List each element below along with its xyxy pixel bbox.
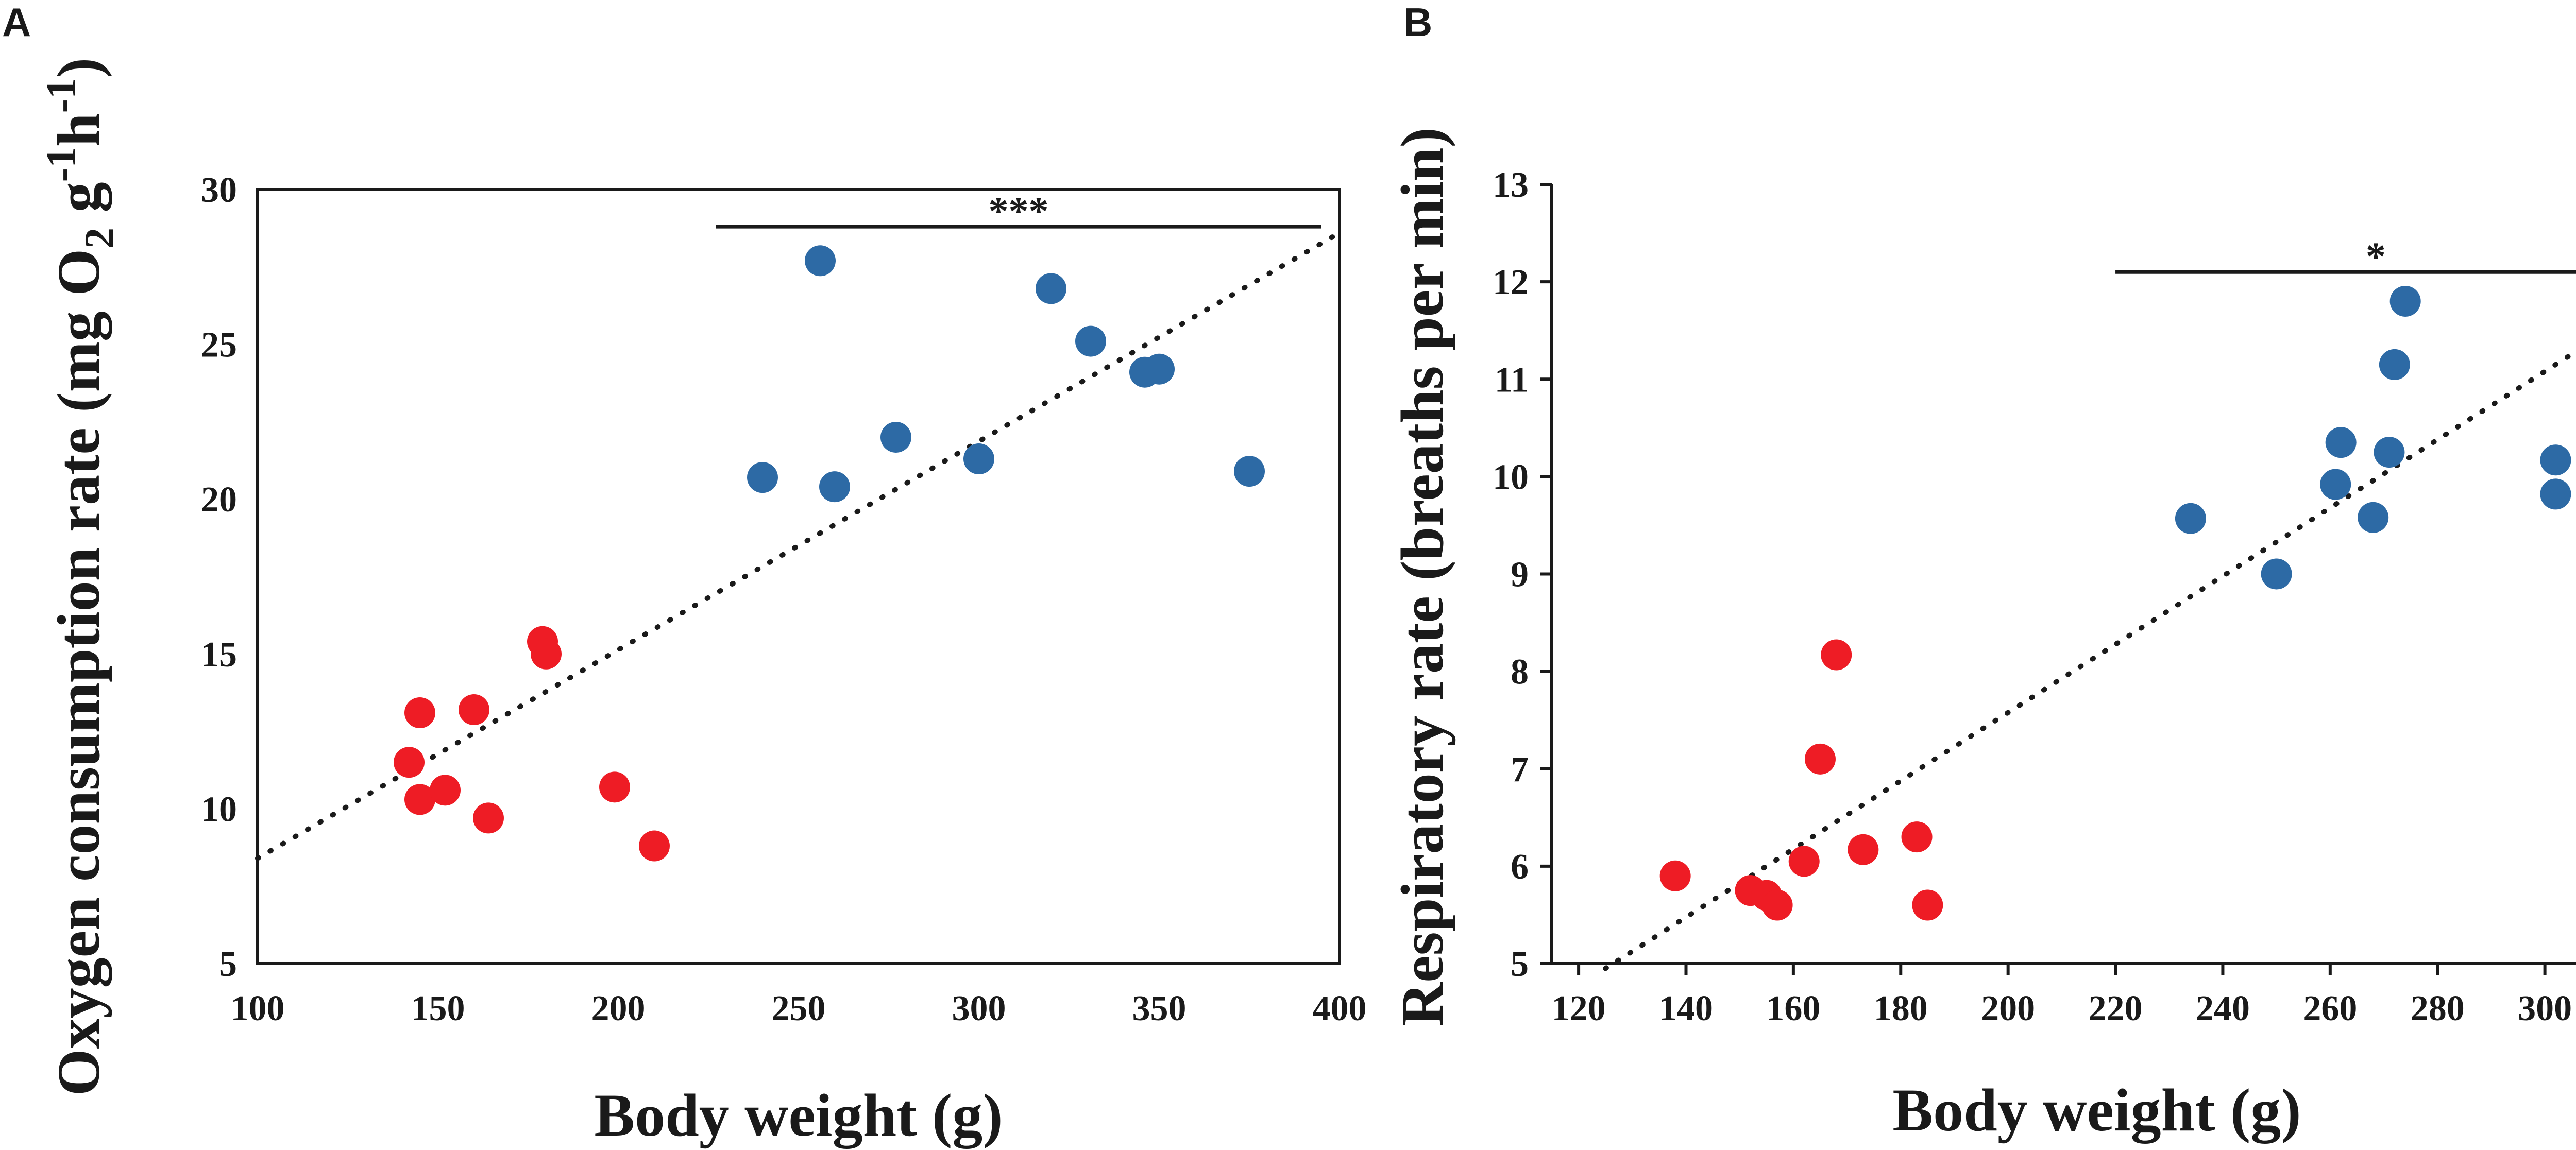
- panel-a-x-tick-label: 300: [952, 989, 1006, 1028]
- panel-a-y-tick-label: 25: [201, 325, 237, 365]
- panel-b-x-axis-title: Body weight (g): [1892, 1076, 2301, 1144]
- panel-b-x-tick-label: 220: [2089, 989, 2143, 1028]
- panel-b-point-large: [2540, 478, 2571, 510]
- panel-a-point-small: [639, 830, 670, 862]
- panel-a-point-small: [459, 694, 489, 726]
- panel-b-y-tick-label: 7: [1511, 750, 1529, 789]
- panel-b-point-large: [2374, 437, 2405, 468]
- panel-b-letter: B: [1403, 0, 1432, 45]
- panel-a-x-tick-label: 250: [772, 989, 826, 1028]
- panel-a-y-tick-label: 15: [201, 635, 237, 675]
- panel-a-y-axis-title-close: ): [45, 58, 112, 78]
- panel-b-x-tick-label: 180: [1874, 989, 1928, 1028]
- panel-b-x-tick-label: 240: [2196, 989, 2250, 1028]
- panel-a-point-large: [1075, 325, 1106, 357]
- panel-a-point-small: [404, 784, 435, 815]
- panel-b-y-tick-label: 10: [1493, 457, 1529, 497]
- panel-b-y-tick-label: 11: [1495, 360, 1529, 400]
- panel-b-x-tick-label: 140: [1659, 989, 1713, 1028]
- panel-a-x-tick-label: 400: [1313, 989, 1367, 1028]
- panel-a-point-small: [430, 775, 461, 806]
- panel-a-point-small: [473, 802, 504, 834]
- panel-b-point-small: [1804, 743, 1836, 775]
- panel-a-point-large: [1036, 273, 1066, 304]
- panel-b-y-axis-title: Respiratory rate (breaths per min): [1388, 127, 1456, 1026]
- panel-a-trendline: [255, 230, 1342, 861]
- panel-a-plot-frame: [256, 188, 1341, 965]
- panel-b-point-large: [2540, 444, 2571, 476]
- panel-a-point-small: [394, 747, 425, 778]
- panel-b-points: [1659, 285, 2571, 921]
- panel-b-x-tick-label: 200: [1981, 989, 2035, 1028]
- panel-a-x-axis-title: Body weight (g): [594, 1082, 1003, 1149]
- panel-a-point-small: [531, 638, 562, 670]
- panel-a-x-tick-label: 200: [591, 989, 646, 1028]
- panel-b-x-tick-label: 160: [1766, 989, 1820, 1028]
- panel-a-y-axis-title-g: g: [45, 182, 112, 228]
- panel-a-x-ticks: 100 150 200 250 300 350 400: [231, 989, 1367, 1028]
- panel-b-y-tick-label: 6: [1511, 847, 1529, 887]
- panel-a-y-axis-title: Oxygen consumption rate (mg O2 g-1h-1): [38, 58, 123, 1096]
- panel-a-y-tick-label: 20: [201, 480, 237, 520]
- panel-a-y-axis-title-superscript-1: -1: [38, 147, 84, 182]
- panel-b-point-large: [2379, 349, 2410, 380]
- panel-b-x-tick-label: 260: [2303, 989, 2357, 1028]
- panel-a-y-ticks: 5 10 15 20 25 30: [201, 170, 237, 984]
- panel-b-point-large: [2325, 427, 2357, 458]
- panel-a-point-large: [963, 443, 994, 475]
- panel-a-y-axis-title-superscript-2: -1: [38, 78, 84, 113]
- panel-b-significance-label: *: [2366, 234, 2386, 279]
- panel-a-significance-label: ***: [989, 188, 1049, 233]
- panel-a-point-large: [880, 421, 911, 453]
- panel-b-y-tick-label: 12: [1493, 263, 1529, 302]
- panel-b-point-small: [1761, 889, 1793, 921]
- panel-b-point-large: [2358, 502, 2389, 533]
- panel-a-y-tick-label: 5: [219, 945, 237, 984]
- panel-b-x-tick-label: 300: [2518, 989, 2572, 1028]
- panel-b-y-ticks: 5 6 7 8 9 10 11 12 13: [1493, 165, 1552, 984]
- panel-a-x-tick-label: 350: [1132, 989, 1187, 1028]
- panel-b-point-small: [1901, 821, 1933, 853]
- panel-b-x-tick-label: 120: [1552, 989, 1606, 1028]
- panel-b: B 5 6 7 8 9 10 11 12 13 120 140 160 180 200 220 240 260…: [1388, 0, 2576, 1144]
- panel-a-point-large: [805, 245, 836, 277]
- panel-b-point-small: [1912, 889, 1943, 921]
- panel-b-y-tick-label: 13: [1493, 165, 1529, 205]
- panel-a-letter: A: [2, 0, 31, 45]
- panel-a-x-tick-label: 100: [231, 989, 285, 1028]
- panel-a-point-large: [1144, 353, 1175, 385]
- panel-a-y-axis-title-main: Oxygen consumption rate (mg O: [45, 249, 112, 1096]
- panel-b-point-large: [2320, 469, 2351, 500]
- panel-b-point-small: [1659, 860, 1691, 891]
- panel-a-point-small: [404, 697, 435, 729]
- panel-b-trendline: [1603, 348, 2576, 971]
- panel-a-point-small: [599, 771, 630, 803]
- panel-b-point-small: [1788, 846, 1820, 877]
- panel-b-axes: [1550, 184, 2576, 965]
- panel-a-points: [394, 245, 1265, 862]
- panel-a-y-tick-label: 10: [201, 789, 237, 829]
- panel-b-point-small: [1821, 639, 1852, 671]
- panel-b-point-large: [2261, 558, 2292, 590]
- panel-b-point-large: [2175, 503, 2206, 534]
- panel-a-x-tick-label: 150: [411, 989, 465, 1028]
- panel-b-x-tick-label: 280: [2411, 989, 2465, 1028]
- panel-b-point-small: [1848, 834, 1879, 865]
- panel-a-point-large: [1234, 456, 1265, 487]
- panel-b-point-large: [2389, 285, 2421, 317]
- panel-a-y-axis-title-subscript: 2: [76, 228, 123, 249]
- panel-b-y-tick-label: 9: [1511, 555, 1529, 595]
- panel-b-y-tick-label: 5: [1511, 945, 1529, 984]
- panel-a-y-axis-title-h: h: [45, 113, 112, 147]
- panel-b-y-tick-label: 8: [1511, 653, 1529, 692]
- panel-a-point-large: [819, 471, 850, 503]
- panel-a-y-tick-label: 30: [201, 170, 237, 210]
- panel-b-x-ticks: 120140160180200220240260280300320: [1552, 964, 2572, 1028]
- panel-a-point-large: [747, 462, 778, 493]
